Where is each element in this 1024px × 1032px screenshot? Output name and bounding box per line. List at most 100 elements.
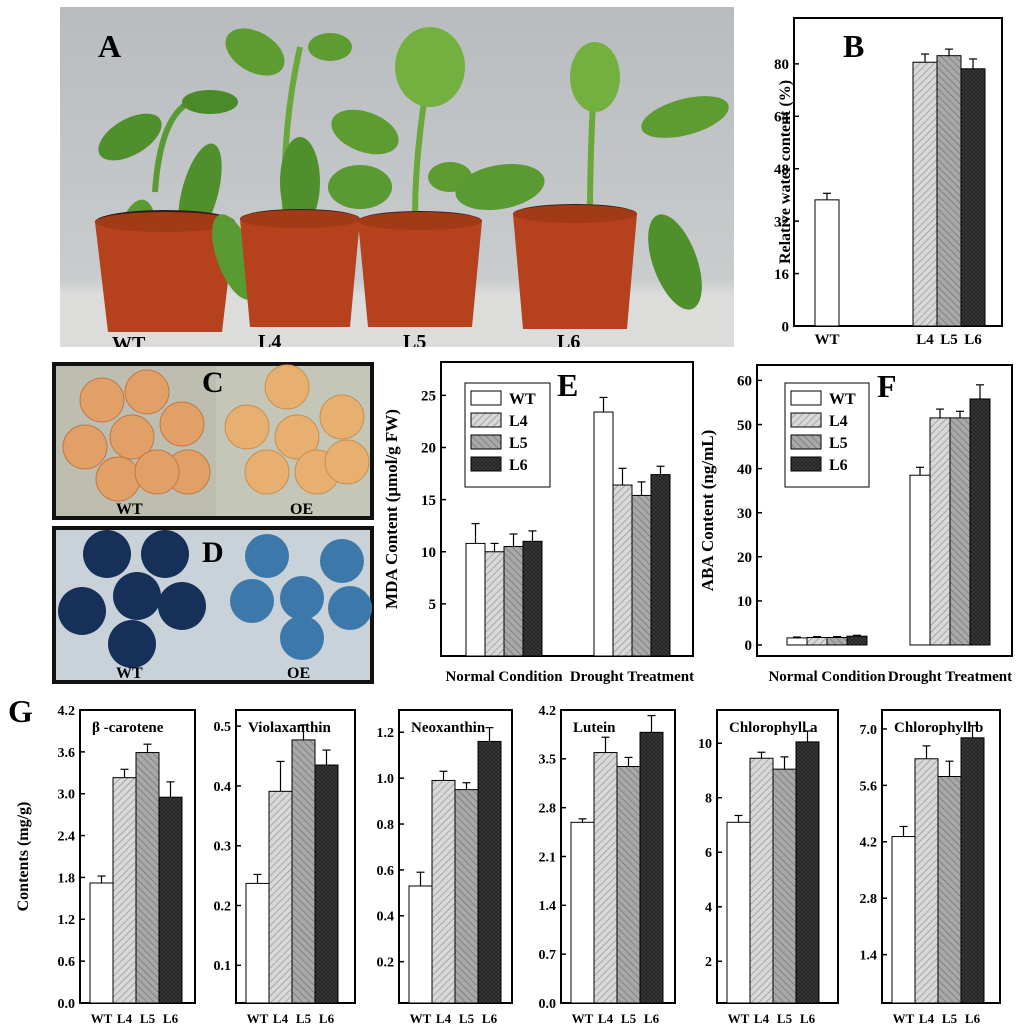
chart-b-ytick-label-3: 48 [774, 162, 789, 178]
photo-panel-c: C WT OE [52, 362, 374, 520]
chart-b-xlabel-wt: WT [814, 332, 839, 348]
chart-f-ytick-label-1: 10 [737, 594, 752, 610]
chart-e-ytick-label-1: 10 [421, 545, 436, 561]
chart-e-bar-l6-g1 [650, 474, 671, 657]
chart-g1-ytick-label-2: 1.2 [58, 913, 76, 928]
chart-g3-xlabel-wt: WT [410, 1011, 432, 1026]
chart-g4-bar-l4 [593, 752, 618, 1004]
photo-a-label-l4: L4 [258, 331, 281, 347]
chart-b-ytick-label-4: 64 [774, 110, 790, 126]
chart-b-bar-l4 [912, 61, 938, 327]
chart-g3-ytick-label-0: 0.2 [377, 956, 395, 971]
photo-d-label-oe: OE [287, 665, 310, 682]
chart-g2-ytick-label-3: 0.4 [214, 780, 232, 795]
chart-g2-bar-l5 [291, 739, 316, 1004]
photo-c-label-wt: WT [116, 501, 143, 518]
chart-f-bar-l5-g0 [826, 636, 848, 646]
chart-g5-bar-l6 [795, 741, 820, 1004]
chart-e-legend-swatch-wt [470, 390, 502, 406]
chart-g1-xlabel-l6: L6 [163, 1011, 179, 1026]
chart-g1-xlabel-l5: L5 [140, 1011, 156, 1026]
chart-f-legend-swatch-l6 [790, 456, 822, 472]
photo-a-label-wt: WT [112, 333, 146, 347]
chart-g5-bar-l5 [772, 768, 797, 1004]
chart-f-ylabel: ABA Content (ng/mL) [698, 430, 717, 592]
panel-label-a: A [98, 28, 121, 64]
chart-g6-ytick-label-0: 1.4 [860, 949, 878, 964]
chart-e-legend-swatch-l5 [470, 434, 502, 450]
chart-e-legend-swatch-l4 [470, 412, 502, 428]
plant-l6-icon [455, 42, 729, 329]
chart-g6-ytick-label-2: 4.2 [860, 836, 878, 851]
chart-e-bar-l5-g0 [503, 546, 524, 657]
chart-g6-ytick-label-4: 7.0 [860, 723, 878, 738]
chart-f-ytick-label-4: 40 [737, 462, 752, 478]
chart-g3-ytick-label-3: 0.8 [377, 818, 395, 833]
chart-g1-bar-l4 [112, 777, 137, 1004]
chart-g1-ytick-label-3: 1.8 [58, 871, 76, 886]
chart-e-ytick-label-2: 15 [421, 493, 436, 509]
chart-g3-ytick-label-4: 1.0 [377, 772, 395, 787]
chart-g1-xlabel-l4: L4 [117, 1011, 133, 1026]
chart-g1-ytick-label-4: 2.4 [58, 829, 76, 844]
chart-g4-bar-l5 [616, 766, 641, 1004]
chart-b-bar-l6 [960, 68, 986, 327]
leaf-discs-oe-stained-icon [230, 534, 372, 660]
chart-g5-xlabel-l5: L5 [777, 1011, 793, 1026]
chart-e-bar-l5-g1 [631, 494, 652, 657]
chart-f-bar-l4-g1 [929, 417, 951, 646]
chart-g3-xlabel-l6: L6 [482, 1011, 498, 1026]
chart-g3-xlabel-l4: L4 [436, 1011, 452, 1026]
chart-e-bar-l4-g1 [612, 484, 633, 657]
chart-f-bar-l6-g0 [846, 635, 868, 646]
chart-b-bar-l5 [936, 55, 962, 327]
chart-g4-xlabel-l6: L6 [644, 1011, 660, 1026]
chart-g2-ytick-label-4: 0.5 [214, 720, 232, 735]
chart-g3-ytick-label-5: 1.2 [377, 726, 395, 741]
chart-f-bar-wt-g0 [786, 637, 808, 646]
chart-g4-bar-wt [570, 821, 595, 1004]
chart-g5-ytick-label-1: 4 [705, 901, 712, 916]
panel-label-g: G [8, 693, 33, 729]
chart-g4-xlabel-wt: WT [572, 1011, 594, 1026]
chart-f-legend-swatch-wt [790, 390, 822, 406]
chart-g2-xlabel-l5: L5 [296, 1011, 312, 1026]
chart-b-ylabel: Relative water content (%) [777, 80, 794, 264]
chart-g3-ytick-label-2: 0.6 [377, 864, 395, 879]
photo-a-label-l6: L6 [557, 331, 580, 347]
chart-g4-ytick-label-1: 0.7 [539, 948, 557, 963]
chart-b-frame [793, 17, 1003, 327]
panel-label-e: E [557, 367, 578, 403]
chart-e-group-label-1: Drought Treatment [570, 669, 694, 685]
chart-g1-ytick-label-0: 0.0 [58, 997, 76, 1012]
chart-f-legend-label-l5: L5 [829, 435, 848, 452]
chart-g4-xlabel-l5: L5 [621, 1011, 637, 1026]
chart-e-bar-l4-g0 [484, 551, 505, 657]
chart-g1-ytick-label-7: 4.2 [58, 704, 76, 719]
chart-g6-bar-wt [891, 836, 916, 1004]
chart-f-bar-l6-g1 [969, 398, 991, 646]
chart-g6-ytick-label-3: 5.6 [860, 779, 878, 794]
chart-e-legend-label-l5: L5 [509, 435, 528, 452]
chart-g2-bar-l6 [314, 764, 339, 1004]
chart-f-frame [756, 364, 1013, 657]
chart-g1-bar-l6 [158, 796, 183, 1004]
chart-f-group-label-1: Drought Treatment [888, 669, 1012, 685]
chart-g4-bar-l6 [639, 731, 664, 1004]
chart-g6-xlabel-wt: WT [893, 1011, 915, 1026]
chart-b-bar-wt [814, 199, 840, 327]
chart-g1-title: β -carotene [92, 720, 164, 736]
chart-g4-ytick-label-0: 0.0 [539, 997, 557, 1012]
chart-e-legend-swatch-l6 [470, 456, 502, 472]
chart-g2-ytick-label-1: 0.2 [214, 899, 232, 914]
chart-e-legend-label-l6: L6 [509, 457, 528, 474]
chart-f-ytick-label-6: 60 [737, 374, 752, 390]
leaf-discs-oe-icon [224, 364, 370, 495]
chart-e-ytick-label-4: 25 [421, 389, 436, 405]
chart-g4-ytick-label-4: 2.8 [539, 802, 557, 817]
chart-g4-ytick-label-3: 2.1 [539, 850, 557, 865]
chart-f-ytick-label-3: 30 [737, 506, 752, 522]
chart-g1-xlabel-wt: WT [91, 1011, 113, 1026]
chart-b-ytick-label-1: 16 [774, 267, 790, 283]
chart-g1-bar-wt [89, 882, 114, 1004]
